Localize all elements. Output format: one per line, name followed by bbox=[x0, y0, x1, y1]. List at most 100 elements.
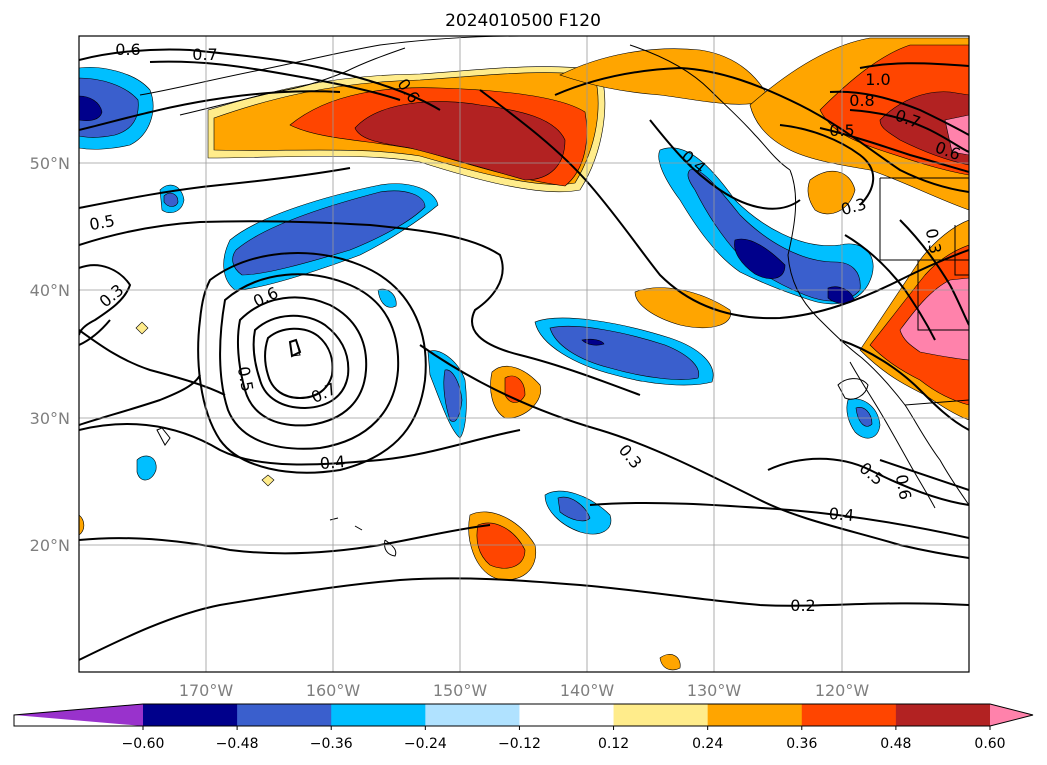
lon-tick-label: 170°W bbox=[179, 681, 234, 700]
lat-tick-label: 20°N bbox=[30, 536, 70, 555]
alaska-coast bbox=[139, 36, 521, 96]
contour-label: 0.5 bbox=[234, 365, 257, 393]
contour-0.6-north bbox=[79, 48, 441, 111]
colorbar-swatch bbox=[519, 704, 615, 726]
positive-blob-small-4 bbox=[135, 321, 149, 335]
contour-0.4-east bbox=[589, 501, 969, 539]
colorbar-tick-label: −0.60 bbox=[122, 736, 165, 752]
lat-tick-label: 40°N bbox=[30, 281, 70, 300]
positive-blob-small-1 bbox=[659, 654, 681, 671]
baja-coast bbox=[849, 361, 936, 509]
negative-band-140w-core bbox=[581, 338, 605, 346]
map-title: 2024010500 F120 bbox=[445, 11, 601, 31]
colorbar: −0.60 −0.48 −0.36 −0.24 −0.12 0.12 0.24 0.36 0.4… bbox=[13, 703, 1034, 752]
contour-label: 0.8 bbox=[849, 91, 874, 110]
contour-0.5-west bbox=[79, 167, 351, 209]
lon-tick-label: 160°W bbox=[306, 681, 361, 700]
contour-ne-0.8 bbox=[829, 90, 969, 136]
contour-ne-0.5 bbox=[779, 124, 875, 206]
contour-0.3-south-west bbox=[79, 524, 491, 555]
lon-tick-label: 120°W bbox=[815, 681, 870, 700]
contour-0.3-west bbox=[79, 264, 132, 336]
colorbar-swatch bbox=[613, 704, 709, 726]
island-small-1 bbox=[156, 427, 171, 446]
contour-label: 0.5 bbox=[88, 211, 116, 234]
positive-blob-small-3 bbox=[261, 474, 275, 487]
contour-0.5-northwest bbox=[79, 90, 341, 131]
contour-label: 0.4 bbox=[828, 504, 855, 525]
contour-label: 0.5 bbox=[829, 121, 854, 140]
colorbar-labels: −0.60 −0.48 −0.36 −0.24 −0.12 0.12 0.24 0.36 0.4… bbox=[122, 726, 1006, 752]
contour-ne-0.7 bbox=[849, 109, 969, 153]
contour-label: 0.4 bbox=[319, 452, 346, 473]
state-border-3 bbox=[954, 225, 969, 276]
colorbar-swatch bbox=[895, 704, 991, 726]
lat-tick-label: 30°N bbox=[30, 409, 70, 428]
colorbar-tick-label: 0.12 bbox=[598, 736, 629, 752]
us-west-coast bbox=[787, 169, 969, 506]
lat-axis: 50°N 40°N 30°N 20°N bbox=[30, 154, 70, 555]
state-border-2 bbox=[917, 260, 969, 331]
contour-0.7-north bbox=[149, 60, 401, 101]
bc-coast bbox=[629, 44, 791, 171]
gridlines bbox=[79, 36, 969, 672]
positive-blob-146w-19n-core bbox=[476, 522, 526, 569]
contour-high-0.9 bbox=[288, 338, 302, 358]
contour-sw-0.3 bbox=[899, 219, 969, 326]
lat-tick-label: 50°N bbox=[30, 154, 70, 173]
coastlines bbox=[139, 36, 969, 557]
colorbar-swatch bbox=[143, 704, 238, 726]
colorbar-tick-label: −0.36 bbox=[310, 736, 353, 752]
negative-blob-baja-core bbox=[855, 407, 873, 427]
colorbar-tick-label: −0.24 bbox=[404, 736, 447, 752]
lon-axis: 170°W 160°W 150°W 140°W 130°W 120°W bbox=[179, 681, 870, 700]
positive-oregon bbox=[807, 171, 856, 215]
colorbar-tick-label: −0.12 bbox=[498, 736, 541, 752]
state-border-1 bbox=[879, 178, 969, 261]
contour-label: 0.2 bbox=[790, 596, 815, 615]
contour-high-0.8 bbox=[264, 327, 334, 400]
contour-nw-arc bbox=[554, 66, 969, 193]
contour-label: 0.7 bbox=[192, 45, 217, 64]
contour-ne-1.0 bbox=[859, 62, 969, 69]
map-frame bbox=[78, 35, 970, 673]
negative-blob-175w-26n bbox=[136, 455, 157, 481]
negative-nw-mid bbox=[79, 77, 139, 138]
colorbar-swatch bbox=[331, 704, 426, 726]
contour-pnw-0.4 bbox=[649, 119, 801, 210]
contour-high-0.6 bbox=[236, 296, 368, 427]
negative-band-ne-core bbox=[734, 238, 786, 279]
positive-blob-137w-38n bbox=[634, 287, 731, 328]
positive-sw-pink bbox=[899, 277, 969, 361]
lon-tick-label: 130°W bbox=[687, 681, 742, 700]
contour-0.4-south bbox=[79, 423, 521, 466]
negative-blob-150w-31n-core bbox=[443, 369, 463, 422]
mexico-border bbox=[904, 399, 969, 406]
hawaii-islands bbox=[329, 517, 397, 557]
contour-label: 1.0 bbox=[865, 70, 890, 89]
contour-label: 0.3 bbox=[922, 227, 945, 255]
contour-ne-0.6 bbox=[819, 127, 969, 173]
colorbar-tick-label: −0.48 bbox=[216, 736, 259, 752]
contour-lines bbox=[79, 48, 969, 661]
contour-west-0.3-loop bbox=[79, 329, 226, 396]
colorbar-tick-label: 0.36 bbox=[786, 736, 817, 752]
contour-high-0.5 bbox=[219, 273, 400, 450]
alaska-peninsula bbox=[179, 47, 406, 116]
colorbar-swatch bbox=[425, 704, 520, 726]
contour-0.2-south bbox=[79, 577, 969, 661]
contour-0.4-ring bbox=[79, 220, 641, 396]
contour-label: 0.6 bbox=[892, 473, 915, 501]
negative-blob-175w-48n-core bbox=[163, 192, 179, 207]
colorbar-tick-label: 0.48 bbox=[880, 736, 911, 752]
contour-0.6-east bbox=[879, 459, 969, 491]
contour-0.5-east bbox=[767, 457, 969, 506]
colorbar-tick-label: 0.24 bbox=[692, 736, 723, 752]
colorbar-extend-high bbox=[990, 704, 1033, 726]
contour-0.5-south-high bbox=[79, 374, 201, 426]
colorbar-swatch bbox=[237, 704, 332, 726]
colorbar-extend-low bbox=[14, 704, 143, 726]
lon-tick-label: 150°W bbox=[433, 681, 488, 700]
contour-high-0.7 bbox=[252, 314, 350, 410]
